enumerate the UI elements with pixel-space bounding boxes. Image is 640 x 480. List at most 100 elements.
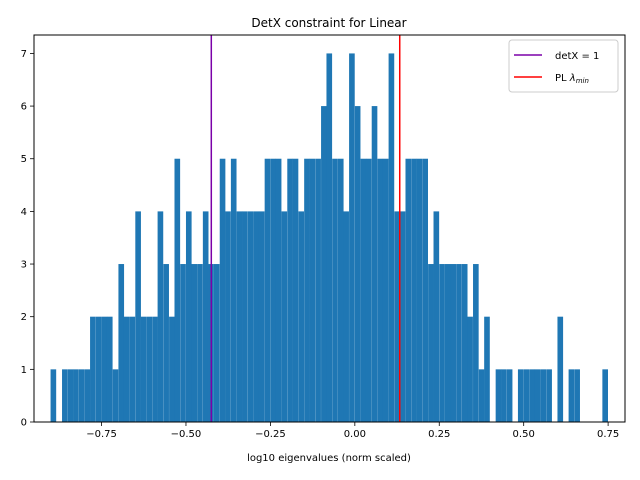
histogram-bar: [191, 264, 197, 422]
histogram-bar: [185, 211, 192, 422]
histogram-bar: [529, 369, 536, 422]
histogram-bar: [557, 316, 564, 422]
histogram-bar: [337, 158, 344, 423]
histogram-bar: [67, 369, 74, 422]
histogram-bar: [450, 264, 457, 422]
histogram-bar: [174, 158, 181, 423]
histogram-bar: [484, 316, 490, 422]
histogram-bar: [309, 158, 316, 423]
chart-title: DetX constraint for Linear: [251, 16, 406, 30]
histogram-bar: [574, 369, 580, 422]
histogram-bar: [202, 211, 209, 422]
legend-label-pl-lambda: PL λmin: [555, 73, 589, 85]
x-tick-label: −0.25: [255, 429, 286, 440]
histogram-bar: [225, 211, 231, 422]
y-tick-label: 1: [21, 365, 27, 376]
histogram-bar: [95, 316, 102, 422]
histogram-bar: [523, 369, 530, 422]
legend-label-detx-main: detX: [555, 51, 578, 62]
y-tick-label: 5: [21, 154, 27, 165]
histogram-bar: [298, 211, 305, 422]
histogram-bar: [602, 369, 608, 422]
x-tick-label: −0.50: [171, 429, 202, 440]
histogram-bar: [473, 264, 479, 422]
histogram-bar: [129, 316, 136, 422]
histogram-bar: [501, 369, 507, 422]
histogram-bar: [422, 158, 428, 423]
legend-label-detx-value: 1: [593, 51, 599, 62]
histogram-bar: [73, 369, 79, 422]
histogram-bar: [230, 158, 237, 423]
histogram-bar: [112, 369, 119, 422]
histogram-bar: [62, 369, 68, 422]
histogram-bar: [326, 53, 333, 423]
histogram-bar: [394, 211, 400, 422]
histogram-bar: [343, 211, 349, 422]
legend-label-detx-op: =: [578, 51, 593, 62]
histogram-bar: [236, 211, 243, 422]
y-tick-label: 0: [21, 418, 27, 429]
histogram-bar: [433, 211, 440, 422]
histogram-bar: [445, 264, 451, 422]
histogram-bar: [78, 369, 85, 422]
x-axis-ticks: −0.75 −0.50 −0.25 0.00 0.25 0.50 0.75: [86, 422, 619, 440]
y-tick-label: 7: [21, 49, 27, 60]
y-axis-ticks: 0 1 2 3 4 5 6 7: [21, 49, 34, 429]
histogram-bar: [456, 264, 462, 422]
histogram-bar: [163, 264, 169, 422]
histogram-bar: [242, 211, 248, 422]
histogram-bar: [247, 211, 254, 422]
y-tick-label: 3: [21, 260, 27, 271]
histogram-bar: [197, 264, 203, 422]
histogram-bar: [534, 369, 541, 422]
legend-label-lambda: λ: [569, 73, 576, 84]
histogram-bar: [416, 158, 423, 423]
histogram-bar: [540, 369, 547, 422]
y-tick-label: 6: [21, 102, 27, 113]
x-tick-label: −0.75: [86, 429, 117, 440]
y-tick-label: 2: [21, 312, 27, 323]
histogram-bar: [360, 158, 367, 423]
histogram-bar: [253, 211, 260, 422]
histogram-bar: [382, 158, 389, 423]
x-tick-label: 0.25: [428, 429, 450, 440]
histogram-bar: [180, 264, 186, 422]
x-tick-label: 0.00: [344, 429, 366, 440]
histogram-bar: [123, 316, 130, 422]
legend: detX = 1 PL λmin: [508, 39, 619, 93]
histogram-bar: [281, 211, 288, 422]
histogram-bar: [270, 158, 277, 423]
histogram-bar: [214, 264, 220, 422]
histogram-bar: [411, 158, 417, 423]
histogram-bar: [349, 53, 355, 423]
histogram-bar: [304, 158, 310, 423]
x-tick-label: 0.50: [513, 429, 535, 440]
histogram-bar: [135, 211, 141, 422]
histogram-bar: [495, 369, 502, 422]
histogram-bar: [315, 158, 321, 423]
histogram-bar: [157, 211, 164, 422]
histogram-bar: [546, 369, 552, 422]
histogram-bar: [478, 369, 485, 422]
x-tick-label: 0.75: [597, 429, 619, 440]
histogram-bar: [332, 158, 338, 423]
histogram-bar: [399, 211, 406, 422]
legend-label-detx: detX = 1: [555, 51, 599, 62]
histogram-bar: [90, 316, 96, 422]
histogram-bar: [428, 264, 434, 422]
histogram-bar: [118, 264, 125, 422]
histogram-bar: [50, 369, 57, 422]
histogram-bar: [106, 316, 113, 422]
histogram-bar: [101, 316, 108, 422]
histogram-bar: [264, 158, 271, 423]
histogram-bar: [354, 106, 361, 422]
histogram-bar: [405, 158, 412, 423]
histogram-bar: [439, 264, 445, 422]
legend-label-min: min: [576, 77, 589, 85]
y-tick-label: 4: [21, 207, 27, 218]
legend-box: [508, 39, 619, 93]
histogram-bar: [152, 316, 158, 422]
histogram-bar: [84, 369, 91, 422]
histogram-bars: [50, 53, 608, 423]
